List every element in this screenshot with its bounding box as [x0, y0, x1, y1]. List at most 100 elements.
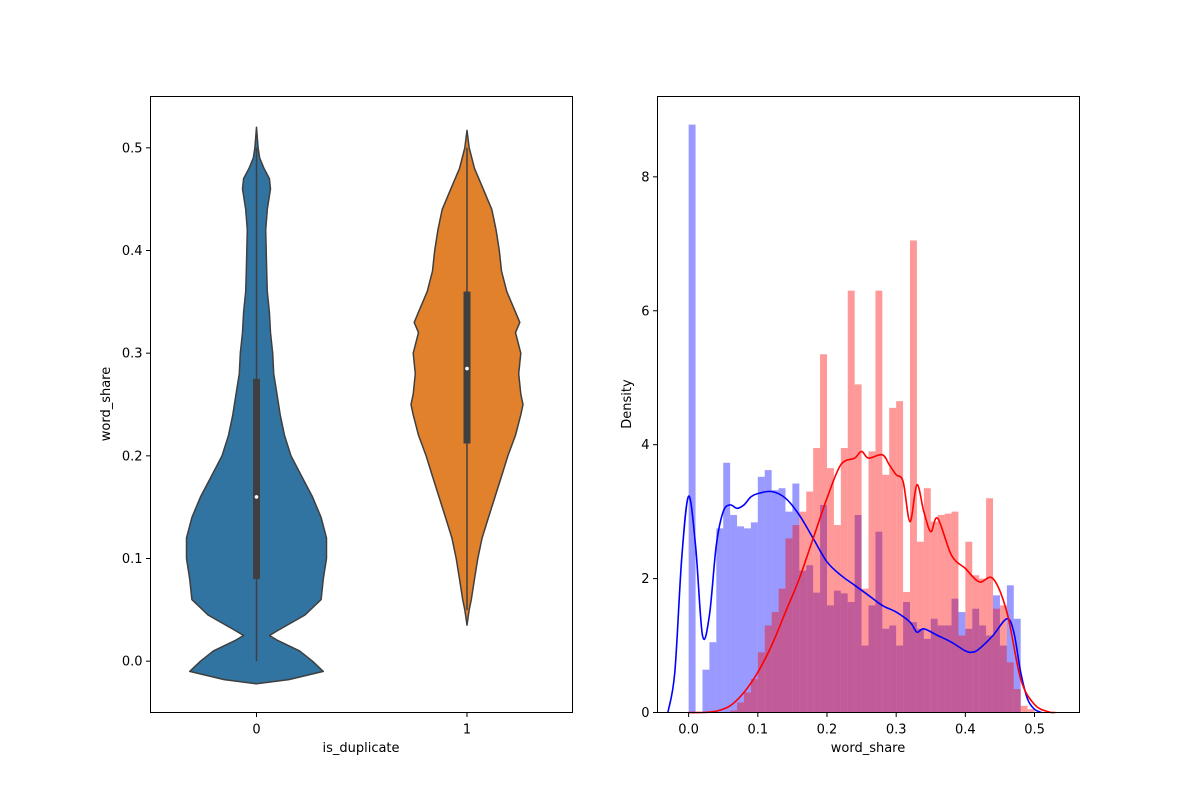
- histogram-x-axis-label: word_share: [831, 741, 906, 756]
- histogram-bar: [999, 605, 1007, 713]
- histogram-bar: [916, 541, 924, 713]
- histogram-bar: [771, 490, 779, 713]
- histogram-x-tick-label: 0.2: [817, 723, 838, 738]
- histogram-bar: [688, 124, 696, 713]
- histogram-bar: [799, 511, 807, 713]
- histogram-bar: [861, 588, 869, 713]
- histogram-y-tick-label: 0: [641, 706, 649, 721]
- violin-plot-panel: 0.0 0.1 0.2 0.3 0.4 0.5 0 1 is_duplicate word_s…: [99, 96, 573, 756]
- violin-y-tick-label: 0.3: [122, 347, 143, 362]
- violin-x-tick-label: 1: [463, 723, 471, 738]
- histogram-bar: [1013, 689, 1021, 713]
- histogram-bar: [820, 504, 827, 713]
- histogram-bar: [806, 491, 814, 713]
- histogram-bar: [826, 605, 834, 713]
- histogram-bar: [1020, 705, 1028, 713]
- histogram-bar: [979, 625, 987, 713]
- histogram-bar: [723, 462, 731, 713]
- histogram-bar: [1006, 662, 1014, 713]
- histogram-bar: [993, 608, 1000, 713]
- violin-box-0: [253, 378, 260, 580]
- histogram-x-tick-label: 0.3: [886, 723, 907, 738]
- histogram-bar: [750, 679, 758, 713]
- histogram-bar: [944, 513, 952, 713]
- histogram-bar: [986, 635, 994, 713]
- histogram-bar: [937, 514, 945, 713]
- violin-y-tick-label: 0.2: [122, 449, 143, 464]
- histogram-bar: [820, 354, 827, 713]
- histogram-axes: 0.0 0.1 0.2 0.3 0.4 0.5 0 2 4 6 8: [641, 170, 1045, 737]
- histogram-bar: [730, 514, 738, 713]
- histogram-bar: [923, 488, 931, 713]
- histogram-bar: [910, 622, 917, 713]
- histogram-bar: [903, 591, 911, 713]
- histogram-bar: [868, 605, 876, 713]
- histogram-bar: [868, 451, 876, 713]
- kde-line-series-0: [667, 490, 1042, 714]
- histogram-bar: [778, 588, 786, 713]
- histogram-bar: [702, 669, 710, 713]
- histogram-bar: [826, 468, 834, 713]
- histogram-bar: [764, 470, 772, 713]
- histogram-bar: [750, 522, 758, 713]
- histogram-bar: [854, 384, 862, 713]
- histogram-x-tick-label: 0.1: [747, 723, 768, 738]
- histogram-bar: [951, 598, 959, 713]
- histogram-bar: [743, 692, 751, 713]
- histogram-bar: [806, 565, 814, 713]
- violin-plot-axes: 0.0 0.1 0.2 0.3 0.4 0.5 0 1: [122, 141, 471, 737]
- histogram-bar: [923, 638, 931, 713]
- histogram-bar: [882, 474, 890, 713]
- histogram-bar: [965, 628, 973, 713]
- histogram-x-tick-label: 0.4: [955, 723, 976, 738]
- histogram-bar: [1027, 709, 1035, 713]
- histogram-bar: [861, 645, 869, 713]
- histogram-bar: [1006, 585, 1014, 713]
- histogram-bar: [854, 514, 862, 713]
- violin-plot-frame: [150, 96, 573, 713]
- histogram-bar: [737, 526, 744, 713]
- violin-y-tick-label: 0.0: [122, 655, 143, 670]
- histogram-bar: [716, 528, 724, 713]
- histogram-bar: [709, 642, 717, 713]
- histogram-y-tick-label: 6: [641, 304, 649, 319]
- violin-plot-area: [185, 126, 524, 685]
- histogram-bar: [771, 612, 779, 713]
- histogram-y-tick-label: 2: [641, 572, 649, 587]
- histogram-panel: 0.0 0.1 0.2 0.3 0.4 0.5 0 2 4 6 8 word_share Densi…: [620, 96, 1080, 756]
- histogram-bar: [764, 625, 772, 713]
- violin-median-1: [465, 366, 469, 371]
- histogram-bar: [840, 448, 848, 713]
- histogram-bar: [910, 240, 917, 713]
- histogram-bar: [972, 608, 980, 713]
- histogram-bar: [737, 702, 744, 713]
- histogram-bar: [757, 652, 765, 713]
- histogram-bar: [993, 595, 1000, 713]
- histogram-bar: [903, 602, 911, 713]
- histogram-bar: [847, 602, 855, 713]
- histogram-bar: [937, 625, 945, 713]
- histogram-bar: [972, 575, 980, 713]
- violin-x-axis-label: is_duplicate: [322, 741, 399, 756]
- histogram-bars-series-0: [688, 124, 1021, 713]
- histogram-y-axis-label: Density: [620, 379, 635, 429]
- histogram-bar: [785, 538, 793, 713]
- violin-y-tick-label: 0.1: [122, 552, 143, 567]
- histogram-bar: [778, 488, 786, 713]
- histogram-bar: [882, 628, 890, 713]
- histogram-plot-frame: [657, 96, 1080, 713]
- histogram-y-tick-label: 8: [641, 170, 649, 185]
- histogram-y-tick-label: 4: [641, 438, 649, 453]
- histogram-bar: [965, 541, 973, 713]
- histogram-x-tick-label: 0.5: [1024, 723, 1045, 738]
- violin-y-axis-label: word_share: [99, 367, 114, 442]
- kde-line-series-1: [688, 450, 1056, 714]
- histogram-bar: [833, 590, 841, 713]
- histogram-bar: [999, 645, 1007, 713]
- histogram-x-tick-label: 0.0: [678, 723, 699, 738]
- histogram-bar: [958, 612, 966, 713]
- histogram-bar: [875, 290, 883, 713]
- histogram-bar: [743, 528, 751, 713]
